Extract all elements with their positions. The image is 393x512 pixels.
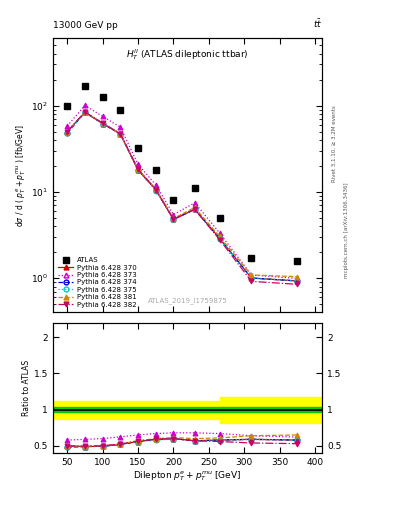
Text: 13000 GeV pp: 13000 GeV pp <box>53 20 118 30</box>
Text: $t\bar{t}$: $t\bar{t}$ <box>313 17 322 30</box>
Legend: ATLAS, Pythia 6.428 370, Pythia 6.428 373, Pythia 6.428 374, Pythia 6.428 375, P: ATLAS, Pythia 6.428 370, Pythia 6.428 37… <box>57 256 138 309</box>
X-axis label: Dilepton $p_T^e + p_T^{mu}$ [GeV]: Dilepton $p_T^e + p_T^{mu}$ [GeV] <box>134 470 242 483</box>
Y-axis label: Ratio to ATLAS: Ratio to ATLAS <box>22 360 31 416</box>
Y-axis label: d$\sigma$ / d ( $p_T^e + p_T^{mu}$ ) [fb/GeV]: d$\sigma$ / d ( $p_T^e + p_T^{mu}$ ) [fb… <box>15 124 28 227</box>
Text: mcplots.cern.ch [arXiv:1306.3436]: mcplots.cern.ch [arXiv:1306.3436] <box>344 183 349 278</box>
Text: Rivet 3.1.10, ≥ 3.2M events: Rivet 3.1.10, ≥ 3.2M events <box>332 105 337 182</box>
Text: $H_T^{ll}$ (ATLAS dileptonic ttbar): $H_T^{ll}$ (ATLAS dileptonic ttbar) <box>126 47 249 61</box>
Text: ATLAS_2019_I1759875: ATLAS_2019_I1759875 <box>148 297 228 304</box>
